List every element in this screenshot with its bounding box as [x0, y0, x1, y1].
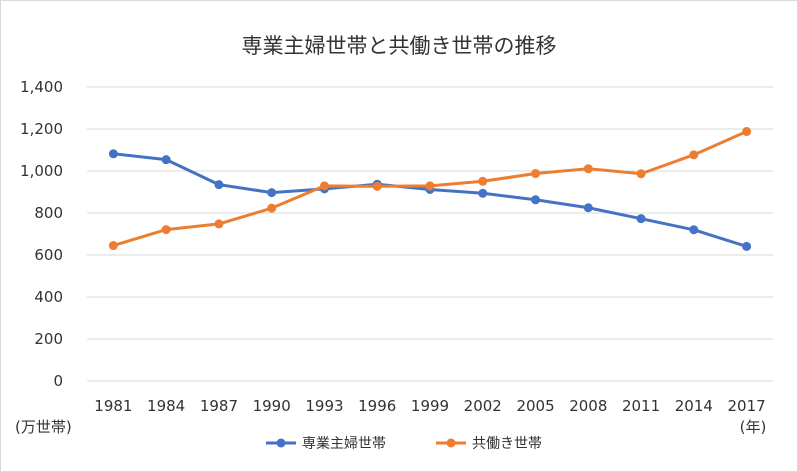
- legend-item: 共働き世帯: [436, 436, 542, 452]
- data-point: [478, 188, 488, 198]
- data-point: [319, 181, 329, 191]
- x-tick-label: 2005: [516, 397, 554, 415]
- data-point: [689, 225, 699, 235]
- data-point: [478, 176, 488, 186]
- chart-title: 専業主婦世帯と共働き世帯の推移: [242, 34, 557, 58]
- data-point: [161, 155, 171, 165]
- data-point: [108, 149, 118, 159]
- series-lines: [108, 127, 752, 251]
- legend-item: 専業主婦世帯: [266, 435, 386, 452]
- x-tick-label: 2017: [728, 397, 766, 415]
- y-tick-label: 1,000: [20, 162, 63, 180]
- x-tick-label: 1987: [200, 397, 238, 415]
- data-point: [425, 181, 435, 191]
- data-point: [161, 225, 171, 235]
- legend: 専業主婦世帯 共働き世帯: [266, 435, 542, 452]
- y-tick-label: 400: [34, 288, 63, 306]
- x-tick-label: 1996: [358, 397, 396, 415]
- y-tick-label: 800: [34, 204, 63, 222]
- x-tick-label: 1990: [253, 397, 291, 415]
- series-line: [111, 152, 749, 248]
- x-tick-label: 1993: [305, 397, 343, 415]
- data-point: [531, 169, 541, 179]
- data-point: [583, 203, 593, 213]
- data-point: [214, 219, 224, 229]
- data-point: [636, 169, 646, 179]
- data-point: [583, 164, 593, 174]
- y-tick-label: 0: [53, 372, 63, 390]
- y-tick-label: 1,400: [20, 78, 63, 96]
- gridlines: [87, 86, 773, 382]
- x-tick-label: 2008: [569, 397, 607, 415]
- x-tick-label: 2011: [622, 397, 660, 415]
- x-tick-label: 2014: [675, 397, 713, 415]
- data-point: [267, 188, 277, 198]
- y-tick-label: 200: [34, 330, 63, 348]
- y-tick-label: 1,200: [20, 120, 63, 138]
- data-point: [214, 180, 224, 190]
- legend-marker: [276, 438, 286, 448]
- x-axis-ticks: 1981 1984 1987 1990 1993 1996 1999 2002 2005 2008…: [94, 397, 765, 415]
- y-axis-ticks: 0 200 400 600 800 1,000 1,200 1,400: [20, 78, 63, 390]
- y-tick-label: 600: [34, 246, 63, 264]
- data-point: [108, 241, 118, 251]
- data-point: [742, 127, 752, 137]
- x-tick-label: 1999: [411, 397, 449, 415]
- data-point: [531, 195, 541, 205]
- data-point: [742, 241, 752, 251]
- y-axis-unit-label: (万世帯): [15, 418, 72, 436]
- x-tick-label: 1984: [147, 397, 185, 415]
- data-point: [267, 203, 277, 213]
- legend-label: 専業主婦世帯: [302, 435, 386, 452]
- x-tick-label: 1981: [94, 397, 132, 415]
- data-point: [689, 150, 699, 160]
- series-2: [108, 127, 752, 251]
- data-point: [372, 181, 382, 191]
- x-axis-unit-label: (年): [740, 418, 767, 436]
- data-point: [636, 214, 646, 224]
- x-tick-label: 2002: [464, 397, 502, 415]
- legend-label: 共働き世帯: [472, 436, 542, 452]
- legend-marker: [446, 438, 456, 448]
- series-1: [108, 149, 752, 251]
